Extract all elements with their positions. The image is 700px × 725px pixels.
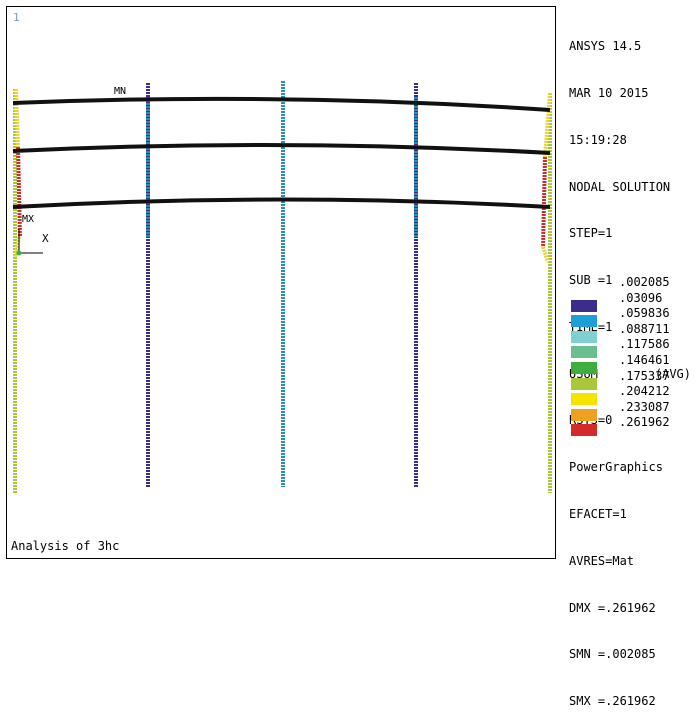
dmx-value: DMX =.261962 [569,600,656,615]
axis-x-label: X [42,232,49,245]
legend-row: .204212 [569,384,699,406]
left-wall-bulge [16,146,22,238]
legend-swatch [571,377,597,390]
legend-value: .117586 [619,337,670,352]
axis-origin [16,250,22,256]
beam-middle [12,142,551,155]
legend-swatch [571,330,597,343]
product-version: ANSYS 14.5 [569,39,642,54]
beam-top [12,96,551,112]
solution-type: NODAL SOLUTION [569,179,671,194]
legend-row: .117586 [569,337,699,359]
smx-value: SMX =.261962 [569,694,656,709]
legend-swatch [571,299,597,312]
right-wall-top [543,92,552,158]
legend-value: .233087 [619,399,670,414]
legend-row: .233087 [569,399,699,421]
graphics-mode: PowerGraphics [569,460,663,475]
legend-row: .146461 [569,352,699,374]
solution-time: 15:19:28 [569,132,627,147]
legend-value: .002085 [619,275,670,289]
legend-row: .03096 [569,290,699,312]
legend-value: .146461 [619,352,670,367]
right-wall-low [541,246,550,263]
left-wall-top [14,88,20,148]
beam-bottom [12,197,551,209]
legend-swatch [571,346,597,359]
contour-legend: .002085 .03096 .059836 .088711 .117586 .… [569,275,699,437]
legend-value: .261962 [619,415,670,430]
max-marker-label: MX [22,214,35,225]
left-wall-low [13,236,21,258]
step-value: STEP=1 [569,226,613,241]
window-number: 1 [13,11,20,24]
min-marker-label: MN [114,86,127,97]
graphics-viewport[interactable]: 1 MN MX X Analysis of 3hc [6,6,556,559]
legend-value: .03096 [619,290,663,305]
legend-swatch [571,424,597,437]
avg-label: (AVG) [654,366,691,381]
deformed-model-plot [12,81,552,493]
solution-date: MAR 10 2015 [569,85,649,100]
legend-value: .175337 [619,368,670,383]
efacet-value: EFACET=1 [569,507,627,521]
legend-row: .175337 [569,368,699,390]
right-wall-bulge [541,156,547,248]
legend-row: .261962 [569,415,699,437]
legend-row: .088711 [569,321,699,343]
legend-row: .059836 [569,306,699,328]
smn-value: SMN =.002085 [569,647,656,662]
avres-value: AVRES=Mat [569,553,635,568]
legend-swatch [571,361,597,374]
legend-swatch [571,393,597,406]
legend-swatch [571,408,597,421]
legend-swatch [571,315,597,328]
legend-value: .204212 [619,384,670,399]
sub-value: SUB =1 [569,273,613,288]
legend-row: .002085 [569,275,699,291]
legend-value: .088711 [619,321,670,336]
plot-title: Analysis of 3hc [11,539,120,553]
legend-value: .059836 [619,306,670,321]
